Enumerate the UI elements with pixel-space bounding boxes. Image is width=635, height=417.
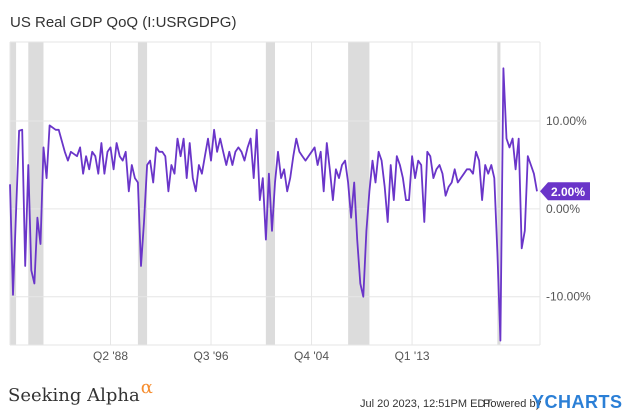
footer-powered-by: Powered by xyxy=(483,398,542,410)
y-tick-label: 0.00% xyxy=(546,202,580,216)
y-tick-label: -10.00% xyxy=(546,290,591,304)
last-value-badge: 2.00% xyxy=(540,182,590,201)
x-tick-label: Q2 '88 xyxy=(93,349,128,363)
ycharts-logo-text: YCHARTS xyxy=(532,392,623,412)
last-value-label: 2.00% xyxy=(551,185,585,199)
chart-title: US Real GDP QoQ (I:USRGDPG) xyxy=(10,14,237,31)
recession-band xyxy=(497,42,501,345)
x-tick-label: Q4 '04 xyxy=(294,349,329,363)
seeking-alpha-logo-text: Seeking Alpha xyxy=(8,385,140,406)
recession-bands xyxy=(10,42,501,345)
footer-timestamp: Jul 20 2023, 12:51PM EDT. xyxy=(360,398,494,410)
gridlines xyxy=(10,42,540,345)
y-tick-label: 10.00% xyxy=(546,114,587,128)
recession-band xyxy=(10,42,17,345)
recession-band xyxy=(137,42,148,345)
last-value-badge-shape xyxy=(540,182,590,201)
seeking-alpha-logo[interactable]: Seeking Alphaα xyxy=(8,377,153,406)
x-tick-label: Q3 '96 xyxy=(194,349,229,363)
series-group xyxy=(9,67,538,342)
plot-frame xyxy=(9,41,541,346)
x-tick-label: Q1 '13 xyxy=(395,349,430,363)
ycharts-logo[interactable]: YCHARTS xyxy=(532,392,623,413)
tick-labels: 10.00% 0.00% -10.00% Q2 '88 Q3 '96 Q4 '04 Q1 '… xyxy=(93,114,591,363)
recession-band xyxy=(348,42,370,345)
alpha-symbol-icon: α xyxy=(140,377,153,398)
gdp-series-line xyxy=(9,67,538,342)
